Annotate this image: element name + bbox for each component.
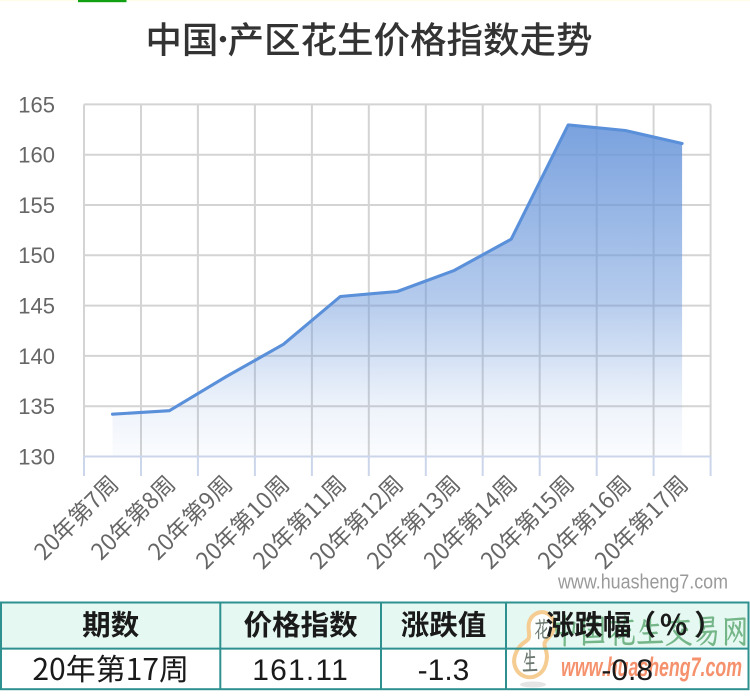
- svg-text:165: 165: [18, 92, 55, 117]
- svg-text:www.huasheng7.com: www.huasheng7.com: [561, 652, 742, 682]
- svg-text:160: 160: [18, 143, 55, 168]
- svg-text:161.11: 161.11: [252, 654, 349, 687]
- svg-text:-1.3: -1.3: [418, 654, 470, 687]
- svg-text:-0.8: -0.8: [601, 654, 653, 687]
- svg-text:140: 140: [18, 344, 55, 369]
- svg-text:www.huasheng7.com: www.huasheng7.com: [557, 572, 728, 594]
- svg-text:145: 145: [18, 294, 55, 319]
- svg-text:135: 135: [18, 394, 55, 419]
- svg-text:155: 155: [18, 193, 55, 218]
- svg-text:130: 130: [18, 444, 55, 469]
- svg-text:150: 150: [18, 243, 55, 268]
